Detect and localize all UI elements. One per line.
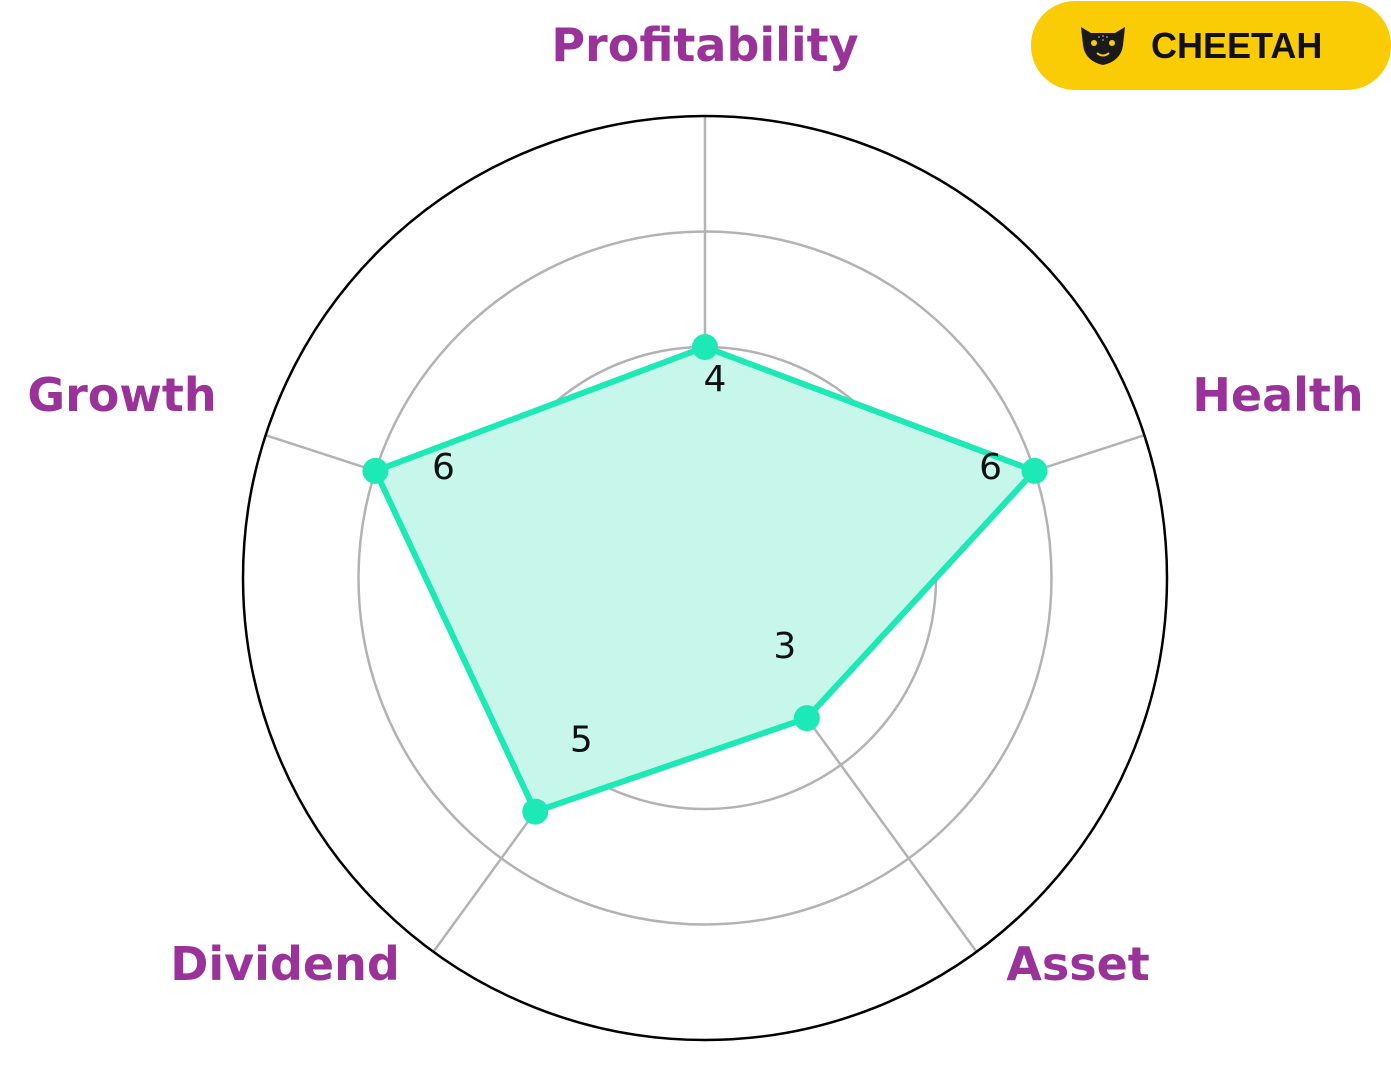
brand-badge: CHEETAH bbox=[1031, 1, 1391, 90]
axis-label-health: Health bbox=[1192, 368, 1363, 422]
axis-label-growth: Growth bbox=[27, 368, 216, 422]
series-area bbox=[372, 344, 1038, 815]
data-point-growth bbox=[362, 457, 389, 484]
outer-ring bbox=[241, 114, 1169, 1042]
axis-label-dividend: Dividend bbox=[170, 937, 400, 991]
data-point-health bbox=[1021, 457, 1048, 484]
label-layer: 4 6 3 5 6 Profitability Health Asset Dividend Gro… bbox=[27, 18, 1363, 991]
data-point-dividend bbox=[522, 798, 549, 825]
brand-name: CHEETAH bbox=[1151, 25, 1323, 66]
data-point-asset bbox=[793, 705, 820, 732]
data-point-profitability bbox=[692, 334, 718, 360]
value-label-asset: 3 bbox=[773, 626, 796, 667]
value-label-dividend: 5 bbox=[570, 720, 593, 761]
value-label-profitability: 4 bbox=[704, 359, 727, 400]
cheetah-head-icon bbox=[1081, 27, 1125, 65]
axis-label-asset: Asset bbox=[1006, 937, 1150, 991]
axis-label-profitability: Profitability bbox=[551, 18, 858, 72]
series-layer bbox=[362, 334, 1048, 825]
value-label-health: 6 bbox=[979, 447, 1002, 488]
value-label-growth: 6 bbox=[432, 447, 455, 488]
